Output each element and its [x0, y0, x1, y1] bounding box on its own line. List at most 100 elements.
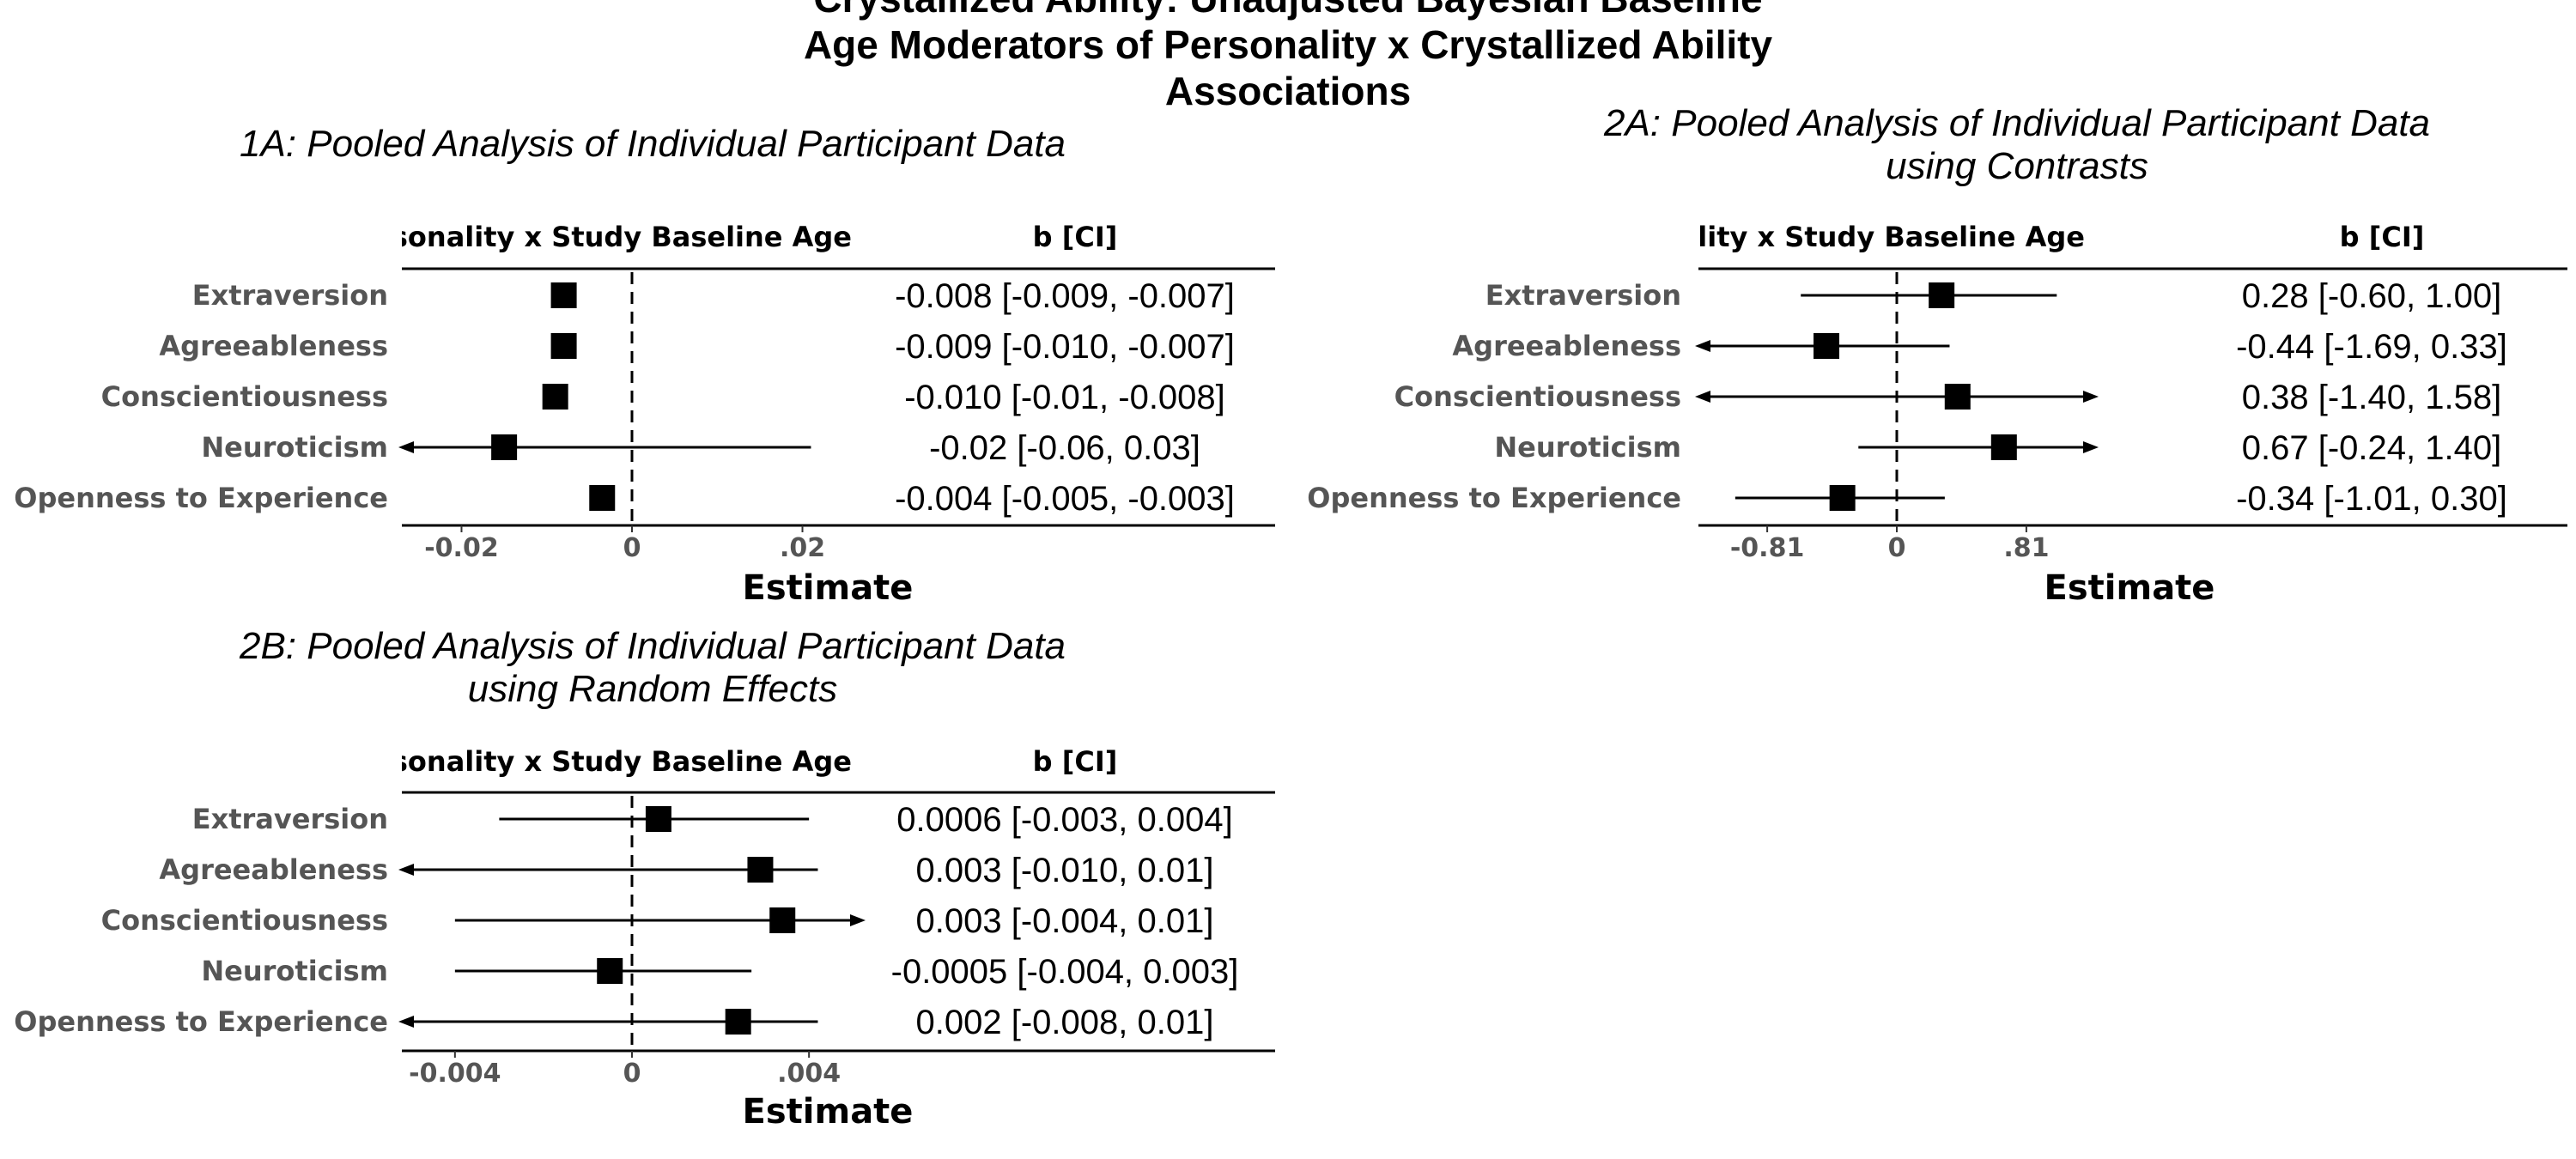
ci-text: 0.003 [-0.004, 0.01] [916, 902, 1214, 940]
ci-text: -0.0005 [-0.004, 0.003] [891, 953, 1239, 991]
forest-row: Conscientiousness 0.003 [-0.004, 0.01] [101, 902, 1214, 940]
point-estimate [1944, 384, 1971, 410]
x-axis-title: Estimate [2044, 568, 2215, 608]
tick-label: .81 [2003, 533, 2049, 563]
ci-text: -0.34 [-1.01, 0.30] [2236, 480, 2507, 518]
row-label: Openness to Experience [14, 482, 388, 514]
column-header-ci: b [CI] [1033, 221, 1118, 253]
point-estimate [597, 958, 623, 984]
ci-arrow-right [850, 914, 866, 926]
point-estimate [491, 434, 518, 460]
ci-arrow-left [398, 864, 414, 876]
ci-arrow-right [2083, 391, 2099, 403]
x-axis-title: Estimate [743, 568, 914, 608]
forest-row: Neuroticism -0.02 [-0.06, 0.03] [201, 429, 1200, 467]
forest-panels: 1A: Pooled Analysis of Individual Partic… [14, 102, 2567, 1132]
tick-label: 0 [1888, 533, 1906, 563]
tick-label: .02 [780, 533, 825, 563]
forest-row: Conscientiousness 0.38 [-1.40, 1.58] [1394, 379, 2502, 416]
point-estimate [550, 333, 577, 359]
row-label: Openness to Experience [1307, 482, 1681, 514]
panel-title-line: using Contrasts [1886, 145, 2148, 187]
ci-text: 0.28 [-0.60, 1.00] [2242, 277, 2501, 315]
ci-text: 0.0006 [-0.003, 0.004] [896, 801, 1232, 839]
ci-text: 0.67 [-0.24, 1.40] [2242, 429, 2501, 467]
row-label: Openness to Experience [14, 1005, 388, 1038]
ci-text: -0.009 [-0.010, -0.007] [895, 328, 1235, 366]
ci-text: -0.008 [-0.009, -0.007] [895, 277, 1235, 315]
ci-text: -0.010 [-0.01, -0.008] [904, 379, 1225, 416]
ci-text: -0.44 [-1.69, 0.33] [2236, 328, 2507, 366]
ci-arrow-right [2083, 441, 2099, 453]
column-header-ci: b [CI] [1033, 745, 1118, 778]
main-title: Crystallized Ability: Unadjusted Bayesia… [804, 0, 1773, 113]
point-estimate [1814, 333, 1840, 359]
row-label: Conscientiousness [101, 380, 388, 413]
tick-label: -0.81 [1730, 533, 1804, 563]
forest-panel-2: 2A: Pooled Analysis of Individual Partic… [1307, 102, 2567, 608]
ci-text: -0.02 [-0.06, 0.03] [929, 429, 1200, 467]
column-header-ci: b [CI] [2340, 221, 2425, 253]
panel-title-line: 2A: Pooled Analysis of Individual Partic… [1603, 102, 2430, 144]
row-label: Neuroticism [201, 431, 388, 464]
forest-row: Conscientiousness -0.010 [-0.01, -0.008] [101, 379, 1225, 416]
row-label: Agreeableness [1452, 330, 1681, 362]
point-estimate [1929, 282, 1955, 308]
panel-title-line: 2B: Pooled Analysis of Individual Partic… [239, 625, 1066, 667]
row-label: Agreeableness [159, 853, 388, 886]
ci-text: 0.003 [-0.010, 0.01] [916, 852, 1214, 889]
forest-row: Neuroticism -0.0005 [-0.004, 0.003] [201, 953, 1238, 991]
tick-label: 0 [623, 1059, 641, 1089]
ci-text: 0.002 [-0.008, 0.01] [916, 1004, 1214, 1041]
forest-row: Extraversion 0.28 [-0.60, 1.00] [1485, 277, 2502, 315]
row-label: Neuroticism [1494, 431, 1681, 464]
tick-label: 0 [623, 533, 641, 563]
column-header-moderator: Personality x Study Baseline Age [339, 745, 852, 778]
forest-panel-1: 1A: Pooled Analysis of Individual Partic… [14, 123, 1275, 608]
ci-arrow-left [1695, 340, 1710, 352]
point-estimate [1829, 485, 1856, 511]
forest-row: Openness to Experience -0.34 [-1.01, 0.30… [1307, 480, 2507, 518]
ci-arrow-left [1695, 391, 1710, 403]
main-title-line-2: Age Moderators of Personality x Crystall… [804, 22, 1773, 67]
main-title-line-3: Associations [1165, 69, 1411, 113]
ci-text: 0.38 [-1.40, 1.58] [2242, 379, 2501, 416]
ci-arrow-left [398, 441, 414, 453]
tick-label: -0.02 [424, 533, 498, 563]
row-label: Agreeableness [159, 330, 388, 362]
ci-arrow-left [398, 1016, 414, 1028]
column-header-moderator: Personality x Study Baseline Age [1572, 221, 2085, 253]
panel-title-line: using Random Effects [468, 668, 837, 710]
point-estimate [747, 857, 774, 883]
forest-row: Agreeableness -0.009 [-0.010, -0.007] [159, 328, 1235, 366]
point-estimate [542, 384, 568, 410]
x-axis-title: Estimate [743, 1092, 914, 1132]
row-label: Conscientiousness [101, 904, 388, 937]
row-label: Conscientiousness [1394, 380, 1681, 413]
forest-row: Openness to Experience 0.002 [-0.008, 0.0… [14, 1004, 1213, 1041]
forest-row: Neuroticism 0.67 [-0.24, 1.40] [1494, 429, 2501, 467]
ci-text: -0.004 [-0.005, -0.003] [895, 480, 1235, 518]
row-label: Extraversion [192, 803, 388, 835]
forest-row: Openness to Experience -0.004 [-0.005, -0… [14, 480, 1235, 518]
forest-row: Agreeableness -0.44 [-1.69, 0.33] [1452, 328, 2506, 366]
forest-row: Agreeableness 0.003 [-0.010, 0.01] [159, 852, 1213, 889]
point-estimate [1990, 434, 2017, 460]
tick-label: -0.004 [409, 1059, 501, 1089]
main-title-line-1: Crystallized Ability: Unadjusted Bayesia… [813, 0, 1762, 21]
forest-row: Extraversion 0.0006 [-0.003, 0.004] [192, 801, 1233, 839]
forest-panel-3: 2B: Pooled Analysis of Individual Partic… [14, 625, 1275, 1132]
row-label: Neuroticism [201, 955, 388, 987]
row-label: Extraversion [192, 279, 388, 312]
tick-label: .004 [777, 1059, 841, 1089]
point-estimate [725, 1009, 751, 1035]
forest-row: Extraversion -0.008 [-0.009, -0.007] [192, 277, 1235, 315]
point-estimate [769, 907, 796, 933]
panel-title-line: 1A: Pooled Analysis of Individual Partic… [240, 123, 1066, 165]
column-header-moderator: Personality x Study Baseline Age [339, 221, 852, 253]
point-estimate [645, 806, 671, 832]
point-estimate [589, 485, 616, 511]
row-label: Extraversion [1485, 279, 1681, 312]
point-estimate [550, 282, 577, 308]
